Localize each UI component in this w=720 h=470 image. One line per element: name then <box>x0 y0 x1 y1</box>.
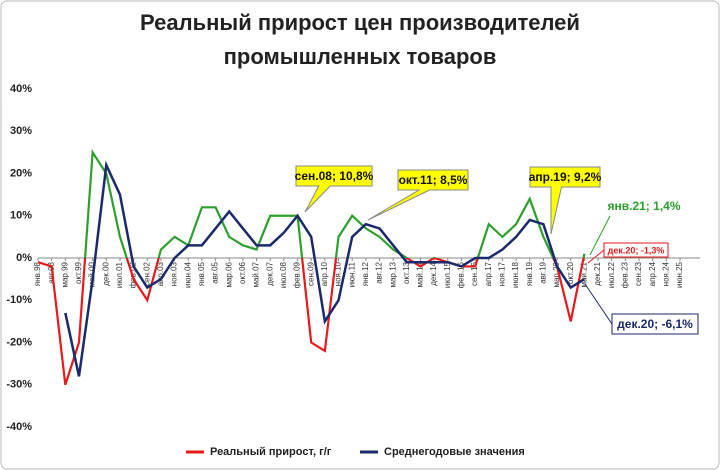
x-tick-label: фев.16 <box>457 261 466 288</box>
x-tick-label: дек.14 <box>429 261 438 285</box>
x-tick-label: сен.23 <box>634 261 643 286</box>
y-tick-label: -40% <box>6 421 32 433</box>
annotation: дек.20; -1,3% <box>608 245 665 255</box>
y-tick-label: -10% <box>6 294 32 306</box>
x-tick-label: июл.22 <box>607 261 616 288</box>
x-tick-label: авг.19 <box>539 261 548 283</box>
x-tick-label: май.14 <box>416 261 425 287</box>
x-tick-label: апр.17 <box>484 261 493 286</box>
annotation: янв.21; 1,4% <box>608 199 681 213</box>
callout-pointer <box>589 215 611 256</box>
x-tick-label: фев.09 <box>293 261 302 288</box>
x-tick-label: янв.98 <box>33 261 42 286</box>
series-line-positive <box>83 149 586 258</box>
x-tick-label: янв.05 <box>197 261 206 286</box>
callout-pointer <box>587 249 605 264</box>
x-tick-label: янв.12 <box>361 261 370 286</box>
x-tick-label: окт.13 <box>402 261 411 283</box>
annotation: дек.20; -6,1% <box>617 317 693 331</box>
x-tick-label: дек.00 <box>101 261 110 285</box>
x-tick-label: июл.01 <box>115 261 124 288</box>
y-tick-label: -30% <box>6 379 32 391</box>
x-tick-label: июл.08 <box>279 261 288 288</box>
callout-box <box>603 242 669 258</box>
x-tick-label: май.07 <box>252 261 261 287</box>
annotation: сен.08; 10,8% <box>295 169 374 183</box>
x-tick-label: апр.10 <box>320 261 329 286</box>
x-tick-label: фев.23 <box>620 261 629 288</box>
x-tick-label: апр.03 <box>156 261 165 286</box>
x-tick-label: янв.19 <box>525 261 534 286</box>
x-tick-label: мар.06 <box>224 261 233 287</box>
chart-title: Реальный прирост цен производителей <box>140 10 580 35</box>
x-tick-label: апр.24 <box>648 261 657 286</box>
x-tick-label: мар.99 <box>60 261 69 287</box>
legend-label: Реальный прирост, г/г <box>210 446 332 458</box>
x-tick-label: июн.04 <box>183 261 192 288</box>
callout <box>367 169 469 221</box>
x-tick-label: окт.20 <box>566 261 575 283</box>
x-tick-label: авг.05 <box>211 261 220 283</box>
x-tick-label: сен.16 <box>470 261 479 286</box>
series-line <box>64 160 586 377</box>
annotation: окт.11; 8,5% <box>399 173 468 187</box>
series-line-negative <box>37 258 585 386</box>
x-tick-label: окт.99 <box>74 261 83 283</box>
callout <box>529 166 601 235</box>
callout <box>295 165 373 213</box>
y-tick-label: 20% <box>10 167 32 179</box>
x-tick-label: июн.11 <box>347 261 356 287</box>
x-tick-label: мар.20 <box>552 261 561 287</box>
x-tick-label: сен.09 <box>306 261 315 286</box>
legend-label: Среднегодовые значения <box>384 446 525 458</box>
x-tick-label: мар.13 <box>388 261 397 287</box>
x-tick-label: ноя.03 <box>170 261 179 286</box>
annotation: апр.19; 9,2% <box>529 170 602 184</box>
y-tick-label: 0% <box>16 252 32 264</box>
x-tick-label: авг.12 <box>375 261 384 283</box>
x-tick-label: июл.15 <box>443 261 452 288</box>
x-tick-label: дек.21 <box>593 261 602 285</box>
x-tick-label: ноя.10 <box>334 261 343 286</box>
callout-box <box>611 313 699 335</box>
x-tick-label: сен.02 <box>142 261 151 286</box>
x-tick-label: июн.18 <box>511 261 520 288</box>
y-tick-label: 40% <box>10 83 32 95</box>
x-tick-label: май.21 <box>579 261 588 287</box>
x-tick-label: ноя.24 <box>661 261 670 286</box>
y-tick-label: 10% <box>10 210 32 222</box>
x-tick-label: июн.25 <box>675 261 684 288</box>
chart-title: промышленных товаров <box>224 44 497 69</box>
x-tick-label: ноя.17 <box>498 261 507 286</box>
x-tick-label: дек.07 <box>265 261 274 285</box>
y-tick-label: -20% <box>6 336 32 348</box>
y-tick-label: 30% <box>10 125 32 137</box>
x-tick-label: окт.06 <box>238 261 247 283</box>
callout-pointer <box>584 283 613 325</box>
